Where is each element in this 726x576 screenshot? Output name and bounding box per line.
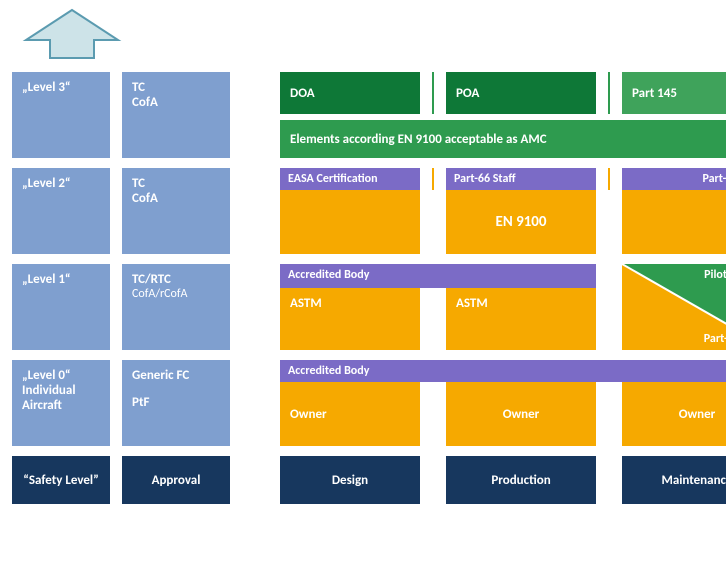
part-m-light-label: Part-M-Light [704,332,726,346]
easa-cert-bar: EASA Certification [280,168,420,190]
text: Approval [152,473,201,488]
text: Owner [290,407,410,422]
footer-design: Design [280,456,420,504]
doa-box: DOA [280,72,420,114]
text: DOA [290,86,410,101]
gutter [608,168,610,190]
gutter [432,72,434,114]
footer-maintenance: Maintenance [622,456,726,504]
astm-box-1: ASTM [280,288,420,350]
text: Part-66 Staff [454,172,588,186]
level2-approval: TC CofA [122,168,230,254]
en9100-seg [622,190,726,254]
gutter [432,168,434,190]
owner-box-2: Owner [446,382,596,446]
level3-right: DOA POA Part 145 Elements according EN 9… [280,72,726,158]
footer-safety-level: “Safety Level” [12,456,110,504]
text: Owner [679,407,716,422]
level0-label: „Level 0“ Individual Aircraft [12,360,110,446]
part145-box: Part 145 [622,72,726,114]
pilot-owner-triangle: Pilot/Owner Part-M-Light [622,264,726,350]
text: POA [456,86,586,101]
astm-box-2: ASTM [446,288,596,350]
footer-approval: Approval [122,456,230,504]
level1-label: „Level 1“ [12,264,110,350]
text: „Level 0“ [22,368,100,383]
level0-right: Accredited Body Owner Owner Owner [280,360,726,446]
level3-approval: TC CofA [122,72,230,158]
spacer [132,383,220,395]
text: Maintenance [661,473,726,488]
part66-bar-1: Part-66 Staff [446,168,596,190]
text: ASTM [456,296,586,311]
level3-label: „Level 3“ [12,72,110,158]
text: TC/RTC [132,272,220,287]
gutter [608,72,610,114]
footer-production: Production [446,456,596,504]
en9100-seg [280,190,420,254]
text: Owner [503,407,540,422]
text: EN 9100 [496,213,547,231]
poa-box: POA [446,72,596,114]
text: Aircraft [22,398,100,413]
text: Individual [22,383,100,398]
owner-box-1: Owner [280,382,420,446]
text: TC [132,80,220,95]
level1-approval: TC/RTC CofA/rCofA [122,264,230,350]
owner-box-3: Owner [622,382,726,446]
text: Elements according EN 9100 acceptable as… [290,132,726,147]
text: Design [332,473,368,488]
level2-label: „Level 2“ [12,168,110,254]
text: EASA Certification [288,172,412,186]
up-arrow [12,12,230,62]
text: Part-66 Staff [630,172,726,186]
text: Accredited Body [288,364,726,378]
text: Generic FC [132,368,220,383]
text: PtF [132,395,220,410]
pilot-owner-label: Pilot/Owner [704,268,726,282]
text: CofA [132,95,220,110]
text: ASTM [290,296,410,311]
text: CofA [132,191,220,206]
text: Part 145 [632,86,726,101]
en9100-amc-banner: Elements according EN 9100 acceptable as… [280,120,726,158]
level2-right: EASA Certification Part-66 Staff Part-66… [280,168,726,254]
level1-right: Accredited Body Pilot/Owner Part-M-Light… [280,264,726,350]
text: Accredited Body [288,268,588,282]
text: TC [132,176,220,191]
text: Production [491,473,550,488]
text: CofA/rCofA [132,287,220,301]
en9100-label: EN 9100 [446,190,596,254]
level0-approval: Generic FC PtF [122,360,230,446]
text: “Safety Level” [23,473,99,488]
accredited-body-bar-2: Accredited Body [280,360,726,382]
part66-bar-2: Part-66 Staff [622,168,726,190]
accredited-body-bar-1: Accredited Body [280,264,596,288]
